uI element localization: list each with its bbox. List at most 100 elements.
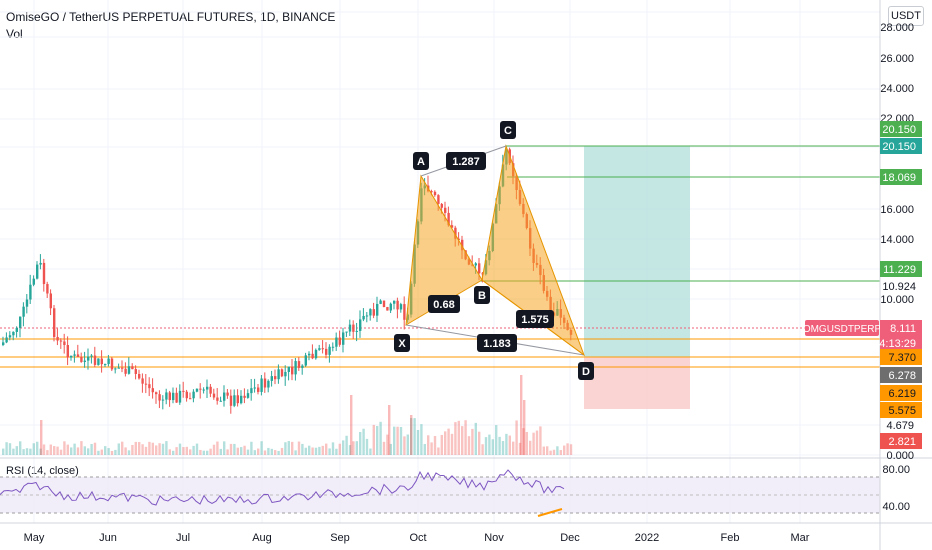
price-badge: 5.575 bbox=[888, 405, 916, 417]
volume-bar bbox=[66, 444, 69, 455]
volume-bar bbox=[352, 441, 355, 455]
volume-bar bbox=[520, 375, 523, 455]
candle-body bbox=[155, 392, 158, 395]
candle-body bbox=[80, 356, 83, 362]
candle-body bbox=[223, 392, 226, 401]
rsi-divergence-line bbox=[537, 508, 563, 517]
volume-bar bbox=[515, 420, 518, 455]
volume-bar bbox=[488, 434, 491, 455]
ratio-xd: 1.183 bbox=[483, 338, 511, 350]
candle-body bbox=[287, 366, 290, 372]
candle-body bbox=[359, 319, 362, 331]
volume-bar bbox=[206, 450, 209, 455]
currency-selector[interactable]: USDT bbox=[888, 6, 924, 26]
pattern-point-labels: A C B X D bbox=[394, 121, 594, 380]
volume-bar bbox=[539, 426, 542, 455]
volume-bar bbox=[461, 426, 464, 455]
volume-bar bbox=[420, 424, 423, 455]
volume-bar bbox=[498, 436, 501, 455]
candle-body bbox=[403, 304, 406, 320]
volume-bar bbox=[134, 441, 137, 455]
candle-body bbox=[185, 391, 188, 399]
volume-bar bbox=[274, 450, 277, 455]
candle-body bbox=[195, 388, 199, 392]
volume-bar bbox=[168, 449, 171, 455]
price-tick: 4.679 bbox=[886, 420, 914, 432]
volume-bar bbox=[90, 444, 93, 455]
candle-body bbox=[83, 360, 86, 362]
candle-body bbox=[2, 342, 5, 345]
volume-bar bbox=[393, 426, 396, 455]
volume-bar bbox=[144, 446, 148, 455]
ratio-xb: 0.68 bbox=[433, 299, 454, 311]
candle-body bbox=[121, 367, 124, 369]
candle-body bbox=[216, 397, 219, 401]
price-tick: 16.000 bbox=[880, 204, 914, 216]
candle-body bbox=[396, 300, 399, 310]
volume-bar bbox=[185, 446, 188, 455]
volume-bar bbox=[124, 447, 127, 455]
candle-body bbox=[314, 349, 318, 359]
volume-bar bbox=[175, 447, 178, 455]
volume-bar bbox=[318, 446, 321, 455]
volume-bar bbox=[2, 448, 5, 455]
price-badge: 14:13:29 bbox=[873, 338, 916, 350]
price-badge: 7.370 bbox=[888, 352, 916, 364]
candle-body bbox=[202, 389, 205, 391]
candle-body bbox=[338, 337, 341, 345]
volume-bar bbox=[294, 450, 297, 455]
volume-bar bbox=[59, 449, 63, 455]
volume-bar bbox=[325, 443, 328, 455]
volume-bar bbox=[304, 447, 307, 455]
price-badge: 6.278 bbox=[888, 370, 916, 382]
volume-bar bbox=[25, 448, 29, 455]
symbol-tag: OMGUSDTPERP bbox=[803, 324, 882, 335]
volume-bar bbox=[114, 449, 117, 455]
candle-body bbox=[348, 324, 352, 332]
volume-bar bbox=[444, 431, 447, 455]
candle-body bbox=[189, 398, 192, 400]
volume-bar bbox=[236, 447, 239, 455]
volume-bar bbox=[314, 447, 318, 455]
volume-bar bbox=[529, 440, 532, 455]
candle-body bbox=[233, 395, 236, 406]
volume-bar bbox=[131, 444, 134, 455]
price-badge-bg bbox=[880, 261, 922, 277]
volume-bar bbox=[260, 441, 263, 455]
volume-bar bbox=[505, 433, 508, 455]
time-label: Dec bbox=[560, 532, 580, 544]
price-badge-bg bbox=[880, 335, 922, 351]
volume-bar bbox=[372, 424, 375, 455]
volume-bar bbox=[478, 431, 481, 455]
price-badge-bg bbox=[880, 138, 922, 154]
candle-body bbox=[151, 388, 154, 393]
rsi-pane bbox=[0, 469, 880, 517]
candle-body bbox=[291, 366, 294, 375]
point-label-x: X bbox=[398, 338, 406, 350]
volume-bar bbox=[308, 445, 311, 455]
candle-body bbox=[73, 354, 76, 356]
volume-bar bbox=[93, 442, 97, 455]
time-label: Jul bbox=[176, 532, 190, 544]
volume-bar bbox=[321, 445, 324, 455]
volume-bar bbox=[328, 448, 331, 455]
candle-body bbox=[277, 369, 280, 380]
volume-bar bbox=[495, 425, 498, 455]
volume-bar bbox=[522, 428, 525, 455]
candle-body bbox=[144, 383, 148, 385]
volume-bar bbox=[474, 422, 477, 455]
price-badge-bg bbox=[880, 385, 922, 401]
candle-body bbox=[270, 376, 273, 381]
volume-bar bbox=[440, 434, 443, 455]
candle-body bbox=[257, 387, 260, 392]
candle-body bbox=[382, 300, 386, 308]
volume-bar bbox=[267, 447, 270, 455]
volume-bar bbox=[280, 447, 284, 455]
volume-bar bbox=[121, 441, 124, 455]
volume-bar bbox=[32, 443, 35, 455]
volume-bar bbox=[549, 450, 552, 455]
candle-body bbox=[236, 395, 239, 404]
volume-bar bbox=[148, 441, 151, 455]
